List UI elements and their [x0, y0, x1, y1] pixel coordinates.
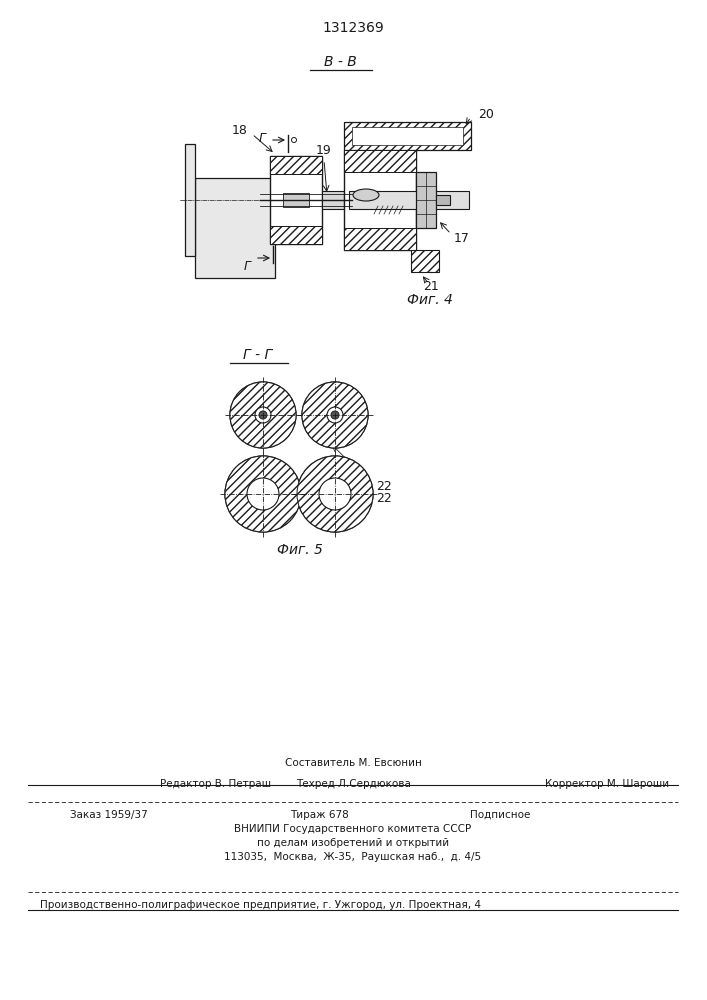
Text: ВНИИПИ Государственного комитета СССР: ВНИИПИ Государственного комитета СССР — [235, 824, 472, 834]
Text: Подписное: Подписное — [470, 810, 530, 820]
Text: Заказ 1959/37: Заказ 1959/37 — [70, 810, 148, 820]
Text: 18: 18 — [232, 124, 248, 137]
Bar — [411, 250, 439, 272]
Text: 17: 17 — [454, 232, 470, 244]
Bar — [195, 178, 275, 278]
Bar — [344, 122, 471, 150]
Text: Фиг. 4: Фиг. 4 — [407, 293, 453, 307]
Text: 20: 20 — [478, 107, 494, 120]
Text: Редактор В. Петраш: Редактор В. Петраш — [160, 779, 271, 789]
Text: 22: 22 — [376, 492, 392, 506]
Text: 22: 22 — [376, 480, 392, 492]
Bar — [283, 193, 309, 207]
Bar — [270, 156, 322, 174]
Circle shape — [255, 407, 271, 423]
Circle shape — [259, 411, 267, 419]
Circle shape — [327, 407, 343, 423]
Text: по делам изобретений и открытий: по делам изобретений и открытий — [257, 838, 449, 848]
Text: Г - Г: Г - Г — [243, 348, 273, 362]
Text: Тираж 678: Тираж 678 — [290, 810, 349, 820]
Bar — [349, 191, 469, 209]
Bar — [344, 150, 416, 250]
Circle shape — [230, 382, 296, 448]
Text: Корректор М. Шароши: Корректор М. Шароши — [545, 779, 669, 789]
Bar — [185, 144, 195, 256]
Circle shape — [297, 456, 373, 532]
Bar — [344, 228, 416, 250]
Bar — [436, 195, 450, 205]
Text: Производственно-полиграфическое предприятие, г. Ужгород, ул. Проектная, 4: Производственно-полиграфическое предприя… — [40, 900, 481, 910]
Text: Г: Г — [259, 131, 266, 144]
Text: Г: Г — [244, 259, 251, 272]
Circle shape — [302, 382, 368, 448]
Bar — [416, 172, 436, 228]
Text: Техред Л.Сердюкова: Техред Л.Сердюкова — [296, 779, 411, 789]
Circle shape — [319, 478, 351, 510]
Circle shape — [302, 382, 368, 448]
Text: 1312369: 1312369 — [322, 21, 384, 35]
Circle shape — [225, 456, 301, 532]
Circle shape — [331, 411, 339, 419]
Circle shape — [247, 478, 279, 510]
Text: 113035,  Москва,  Ж-35,  Раушская наб.,  д. 4/5: 113035, Москва, Ж-35, Раушская наб., д. … — [224, 852, 481, 862]
Circle shape — [225, 456, 301, 532]
Bar — [344, 122, 471, 150]
Bar — [270, 226, 322, 244]
Bar — [322, 191, 344, 209]
Text: Составитель М. Евсюнин: Составитель М. Евсюнин — [284, 758, 421, 768]
Circle shape — [297, 456, 373, 532]
Text: 19: 19 — [316, 143, 332, 156]
Text: В - В: В - В — [324, 55, 356, 69]
Bar — [270, 156, 322, 244]
Bar — [352, 127, 463, 145]
Circle shape — [230, 382, 296, 448]
Bar — [344, 150, 416, 172]
Text: 21: 21 — [423, 280, 439, 294]
Text: Фиг. 5: Фиг. 5 — [277, 543, 323, 557]
Ellipse shape — [353, 189, 379, 201]
